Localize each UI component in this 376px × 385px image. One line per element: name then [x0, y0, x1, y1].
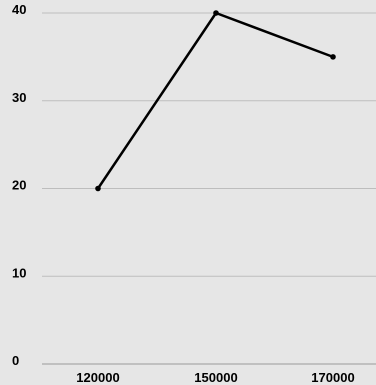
data-point-1: [213, 10, 219, 16]
x-tick-label: 120000: [76, 370, 119, 385]
axis-labels: 0 10 20 30 40 120000 150000 170000: [12, 2, 355, 385]
y-tick-label: 0: [12, 353, 19, 368]
grid-lines: [42, 12, 376, 365]
y-tick-label: 10: [12, 265, 26, 280]
x-tick-label: 150000: [194, 370, 237, 385]
y-tick-label: 30: [12, 90, 26, 105]
x-tick-label: 170000: [311, 370, 354, 385]
data-point-0: [95, 185, 101, 192]
data-point-2: [330, 54, 336, 60]
y-tick-label: 20: [12, 178, 26, 193]
y-tick-label: 40: [12, 2, 26, 17]
series-layer: [95, 10, 336, 192]
